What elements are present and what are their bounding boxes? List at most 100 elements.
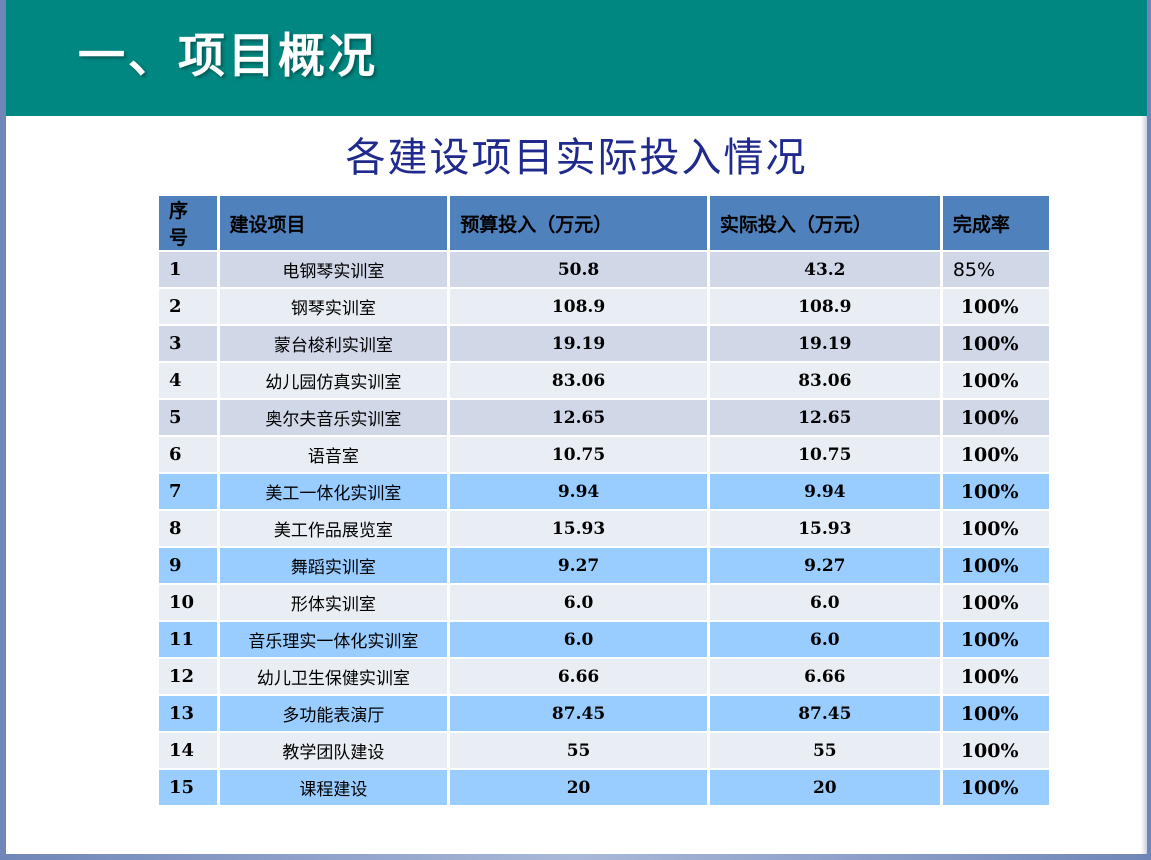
- row-number: 2: [159, 289, 217, 324]
- actual-value: 12.65: [709, 400, 940, 435]
- actual-value: 43.2: [709, 252, 940, 287]
- row-number: 6: [159, 437, 217, 472]
- table-header-row: 序号 建设项目 预算投入（万元） 实际投入（万元） 完成率: [159, 196, 1049, 250]
- row-number: 5: [159, 400, 217, 435]
- row-number: 13: [159, 696, 217, 731]
- table-row: 14 教学团队建设 55 55 100%: [159, 733, 1049, 768]
- budget-value: 6.0: [450, 585, 707, 620]
- budget-value: 6.66: [450, 659, 707, 694]
- project-name: 幼儿园仿真实训室: [219, 363, 448, 398]
- row-number: 12: [159, 659, 217, 694]
- completion-rate: 100%: [942, 733, 1049, 768]
- row-number: 3: [159, 326, 217, 361]
- completion-rate: 85%: [942, 252, 1049, 287]
- actual-value: 6.66: [709, 659, 940, 694]
- table-body: 1 电钢琴实训室 50.8 43.2 85% 2 钢琴实训室 108.9 108.9 100% 3 蒙…: [159, 252, 1049, 805]
- header-bar: 一、项目概况: [6, 0, 1147, 116]
- table-row: 15 课程建设 20 20 100%: [159, 770, 1049, 805]
- column-header-project: 建设项目: [219, 196, 448, 250]
- completion-rate: 100%: [942, 659, 1049, 694]
- budget-value: 87.45: [450, 696, 707, 731]
- project-name: 美工一体化实训室: [219, 474, 448, 509]
- slide: 一、项目概况 各建设项目实际投入情况 序号 建设项目 预算投入（万元） 实际投入…: [6, 0, 1147, 854]
- row-number: 9: [159, 548, 217, 583]
- project-name: 幼儿卫生保健实训室: [219, 659, 448, 694]
- completion-rate: 100%: [942, 289, 1049, 324]
- actual-value: 9.94: [709, 474, 940, 509]
- row-number: 8: [159, 511, 217, 546]
- budget-value: 20: [450, 770, 707, 805]
- table-row: 5 奥尔夫音乐实训室 12.65 12.65 100%: [159, 400, 1049, 435]
- budget-value: 9.94: [450, 474, 707, 509]
- completion-rate: 100%: [942, 326, 1049, 361]
- budget-value: 12.65: [450, 400, 707, 435]
- slide-edge-shadow: [1141, 116, 1147, 854]
- table-row: 8 美工作品展览室 15.93 15.93 100%: [159, 511, 1049, 546]
- table-row: 11 音乐理实一体化实训室 6.0 6.0 100%: [159, 622, 1049, 657]
- actual-value: 19.19: [709, 326, 940, 361]
- slide-title: 一、项目概况: [78, 29, 378, 84]
- table-row: 10 形体实训室 6.0 6.0 100%: [159, 585, 1049, 620]
- budget-value: 19.19: [450, 326, 707, 361]
- budget-value: 15.93: [450, 511, 707, 546]
- completion-rate: 100%: [942, 696, 1049, 731]
- row-number: 1: [159, 252, 217, 287]
- project-name: 钢琴实训室: [219, 289, 448, 324]
- column-header-rate: 完成率: [942, 196, 1049, 250]
- row-number: 14: [159, 733, 217, 768]
- completion-rate: 100%: [942, 511, 1049, 546]
- column-header-actual: 实际投入（万元）: [709, 196, 940, 250]
- completion-rate: 100%: [942, 622, 1049, 657]
- budget-value: 9.27: [450, 548, 707, 583]
- actual-value: 20: [709, 770, 940, 805]
- budget-value: 108.9: [450, 289, 707, 324]
- actual-value: 108.9: [709, 289, 940, 324]
- actual-value: 87.45: [709, 696, 940, 731]
- table-row: 3 蒙台梭利实训室 19.19 19.19 100%: [159, 326, 1049, 361]
- row-number: 4: [159, 363, 217, 398]
- completion-rate: 100%: [942, 400, 1049, 435]
- row-number: 11: [159, 622, 217, 657]
- project-name: 电钢琴实训室: [219, 252, 448, 287]
- actual-value: 10.75: [709, 437, 940, 472]
- actual-value: 55: [709, 733, 940, 768]
- actual-value: 6.0: [709, 585, 940, 620]
- actual-value: 15.93: [709, 511, 940, 546]
- completion-rate: 100%: [942, 770, 1049, 805]
- project-name: 蒙台梭利实训室: [219, 326, 448, 361]
- row-number: 10: [159, 585, 217, 620]
- table-row: 1 电钢琴实训室 50.8 43.2 85%: [159, 252, 1049, 287]
- column-header-budget: 预算投入（万元）: [450, 196, 707, 250]
- table-row: 4 幼儿园仿真实训室 83.06 83.06 100%: [159, 363, 1049, 398]
- actual-value: 6.0: [709, 622, 940, 657]
- budget-value: 83.06: [450, 363, 707, 398]
- completion-rate: 100%: [942, 585, 1049, 620]
- row-number: 7: [159, 474, 217, 509]
- project-name: 课程建设: [219, 770, 448, 805]
- project-name: 音乐理实一体化实训室: [219, 622, 448, 657]
- completion-rate: 100%: [942, 437, 1049, 472]
- table-row: 9 舞蹈实训室 9.27 9.27 100%: [159, 548, 1049, 583]
- budget-value: 10.75: [450, 437, 707, 472]
- budget-value: 55: [450, 733, 707, 768]
- budget-value: 50.8: [450, 252, 707, 287]
- actual-value: 9.27: [709, 548, 940, 583]
- investment-table: 序号 建设项目 预算投入（万元） 实际投入（万元） 完成率 1 电钢琴实训室 50.…: [156, 194, 1052, 807]
- project-name: 多功能表演厅: [219, 696, 448, 731]
- row-number: 15: [159, 770, 217, 805]
- project-name: 语音室: [219, 437, 448, 472]
- table-title: 各建设项目实际投入情况: [345, 135, 808, 181]
- project-name: 形体实训室: [219, 585, 448, 620]
- project-name: 奥尔夫音乐实训室: [219, 400, 448, 435]
- table-row: 13 多功能表演厅 87.45 87.45 100%: [159, 696, 1049, 731]
- completion-rate: 100%: [942, 474, 1049, 509]
- completion-rate: 100%: [942, 363, 1049, 398]
- completion-rate: 100%: [942, 548, 1049, 583]
- project-name: 美工作品展览室: [219, 511, 448, 546]
- table-row: 12 幼儿卫生保健实训室 6.66 6.66 100%: [159, 659, 1049, 694]
- table-row: 2 钢琴实训室 108.9 108.9 100%: [159, 289, 1049, 324]
- project-name: 舞蹈实训室: [219, 548, 448, 583]
- budget-value: 6.0: [450, 622, 707, 657]
- table-row: 6 语音室 10.75 10.75 100%: [159, 437, 1049, 472]
